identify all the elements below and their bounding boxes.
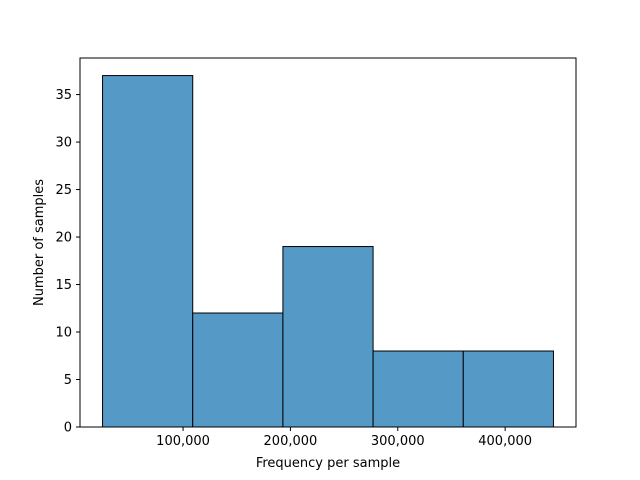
y-tick-label: 5 [64, 373, 72, 388]
y-tick-label: 10 [55, 326, 72, 341]
y-tick-label: 20 [55, 231, 72, 246]
x-tick-label: 200,000 [264, 434, 318, 449]
histogram-bar-3 [282, 246, 374, 428]
x-tick-label: 300,000 [371, 434, 425, 449]
y-axis-ticks: 0 5 10 15 20 25 30 35 [55, 88, 80, 436]
x-tick-label: 100,000 [156, 434, 210, 449]
histogram-bar-1 [102, 75, 194, 428]
x-axis-ticks: 100,000 200,000 300,000 400,000 [156, 427, 532, 449]
plot-frame [79, 57, 577, 428]
y-tick-label: 0 [64, 421, 72, 436]
histogram-bar-2 [192, 312, 284, 428]
y-tick-label: 30 [55, 136, 72, 151]
x-tick-label: 400,000 [478, 434, 532, 449]
y-tick-label: 35 [55, 88, 72, 103]
histogram-bar-5 [462, 350, 554, 428]
bars-group [102, 75, 554, 428]
x-axis-label: Frequency per sample [256, 456, 400, 471]
y-tick-label: 25 [55, 183, 72, 198]
y-axis-label: Number of samples [32, 179, 47, 306]
histogram-bar-4 [372, 350, 464, 428]
y-tick-label: 15 [55, 278, 72, 293]
